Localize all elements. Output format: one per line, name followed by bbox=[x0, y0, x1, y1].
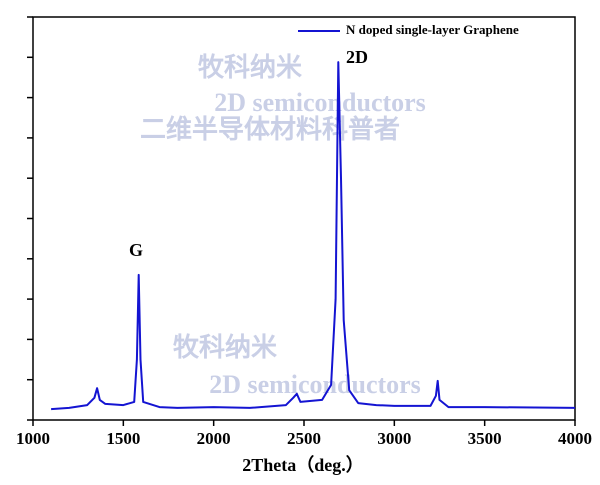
x-tick-label: 2500 bbox=[287, 429, 321, 448]
x-axis-label: 2Theta（deg.） bbox=[242, 455, 364, 475]
watermark: 2D semiconductors bbox=[214, 88, 426, 117]
annotation: 2D bbox=[346, 47, 368, 67]
watermark: 2D semiconductors bbox=[209, 370, 421, 399]
x-tick-label: 1500 bbox=[106, 429, 140, 448]
x-tick-label: 2000 bbox=[197, 429, 231, 448]
watermark: 牧科纳米 bbox=[173, 332, 277, 362]
x-tick-label: 4000 bbox=[558, 429, 592, 448]
x-tick-label: 1000 bbox=[16, 429, 50, 448]
watermark: 二维半导体材料科普者 bbox=[140, 114, 400, 144]
x-tick-label: 3000 bbox=[377, 429, 411, 448]
x-tick-label: 3500 bbox=[468, 429, 502, 448]
plot-frame bbox=[32, 16, 576, 421]
data-line bbox=[51, 61, 576, 411]
watermark: 牧科纳米 bbox=[198, 52, 302, 82]
legend-label: N doped single-layer Graphene bbox=[346, 22, 519, 37]
annotation: G bbox=[129, 240, 143, 260]
